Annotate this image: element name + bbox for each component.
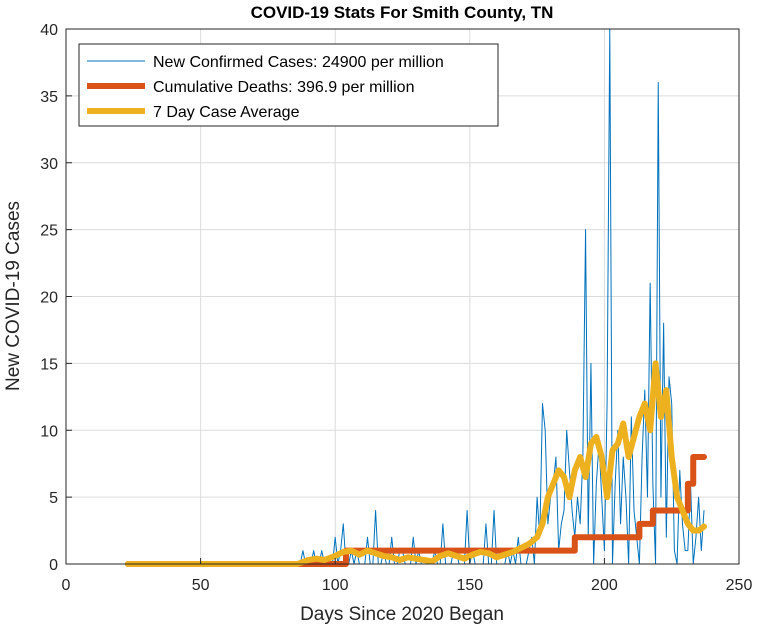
x-tick-label: 150 [456,577,483,594]
y-tick-label: 5 [49,490,58,507]
y-tick-label: 10 [40,423,58,440]
legend-box [78,43,499,127]
y-tick-label: 35 [40,89,58,106]
x-tick-label: 100 [322,577,349,594]
x-axis-label: Days Since 2020 Began [300,604,504,625]
series-7-day-average [124,360,707,567]
y-tick-label: 25 [40,223,58,240]
legend: New Confirmed Cases: 24900 per million C… [78,43,499,127]
x-tick-label: 50 [192,577,210,594]
y-tick-label: 20 [40,290,58,307]
y-axis-label: New COVID-19 Cases [3,201,24,391]
series-cumulative-deaths [124,454,707,567]
x-tick-label: 250 [726,577,753,594]
x-tick-label: 0 [62,577,71,594]
chart-title: COVID-19 Stats For Smith County, TN [251,3,554,22]
ticks: 0 50 100 150 200 250 0 5 10 15 20 25 30 35 40 [40,22,752,594]
y-tick-label: 0 [49,557,58,574]
legend-label-7-day-average: 7 Day Case Average [153,104,300,121]
y-tick-label: 15 [40,356,58,373]
legend-label-cumulative-deaths: Cumulative Deaths: 396.9 per million [153,79,414,96]
y-tick-label: 40 [40,22,58,39]
legend-label-new-cases: New Confirmed Cases: 24900 per million [153,54,444,71]
y-tick-label: 30 [40,156,58,173]
x-tick-label: 200 [591,577,618,594]
